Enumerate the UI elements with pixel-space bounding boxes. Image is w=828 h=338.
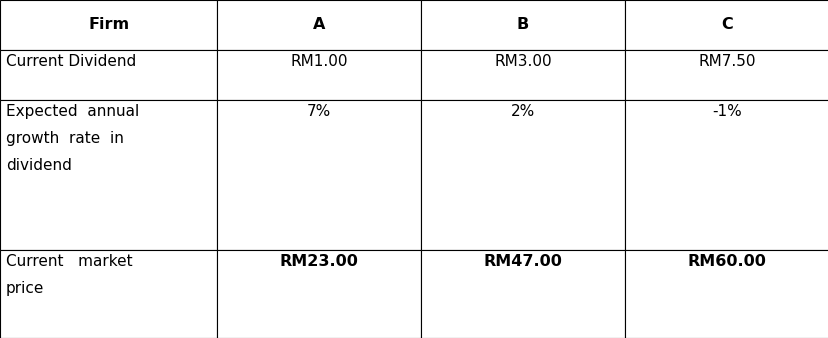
Bar [421, 250, 624, 338]
Bar [624, 100, 828, 250]
Bar [421, 100, 624, 250]
Bar [0, 50, 217, 100]
Text: A: A [313, 17, 325, 32]
Text: RM60.00: RM60.00 [686, 254, 766, 269]
Bar [624, 0, 828, 50]
Text: 2%: 2% [510, 104, 535, 119]
Text: RM23.00: RM23.00 [279, 254, 359, 269]
Text: RM3.00: RM3.00 [493, 54, 551, 69]
Bar [0, 0, 217, 50]
Text: RM7.50: RM7.50 [697, 54, 755, 69]
Bar [624, 250, 828, 338]
Bar [421, 50, 624, 100]
Bar [217, 250, 421, 338]
Bar [0, 250, 217, 338]
Bar [217, 50, 421, 100]
Text: RM47.00: RM47.00 [483, 254, 562, 269]
Text: Firm: Firm [88, 17, 129, 32]
Bar [624, 50, 828, 100]
Text: C: C [720, 17, 732, 32]
Text: Expected  annual
growth  rate  in
dividend: Expected annual growth rate in dividend [6, 104, 139, 173]
Bar [0, 100, 217, 250]
Bar [217, 0, 421, 50]
Text: RM1.00: RM1.00 [290, 54, 348, 69]
Text: Current Dividend: Current Dividend [6, 54, 136, 69]
Text: B: B [517, 17, 528, 32]
Text: Current   market
price: Current market price [6, 254, 132, 296]
Bar [217, 100, 421, 250]
Text: -1%: -1% [711, 104, 741, 119]
Text: 7%: 7% [306, 104, 331, 119]
Bar [421, 0, 624, 50]
